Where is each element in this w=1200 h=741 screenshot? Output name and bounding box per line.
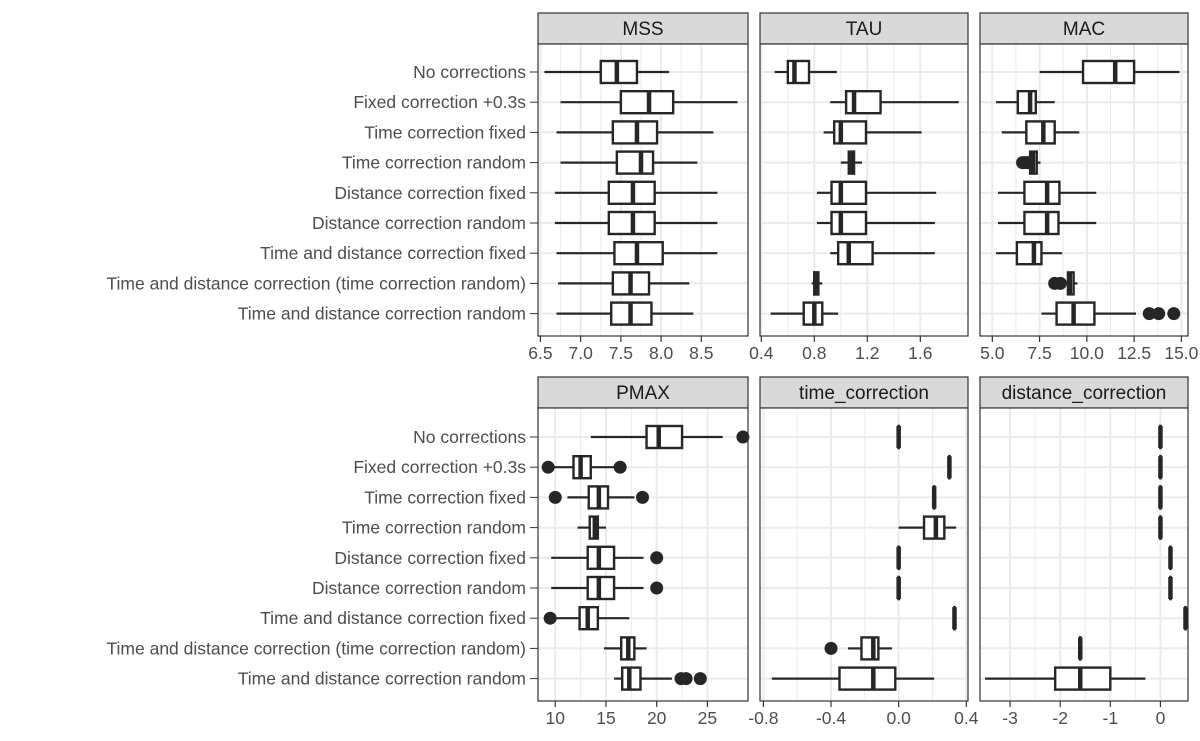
box [836, 240, 874, 266]
box [830, 180, 868, 206]
panel-border [537, 407, 749, 702]
facet-title: PMAX [616, 383, 670, 404]
x-tick-label: -1 [1103, 708, 1119, 728]
facet-title: TAU [846, 19, 883, 40]
outlier-point [613, 460, 627, 474]
box [1016, 89, 1037, 115]
outlier-point [1167, 307, 1181, 321]
category-label: Time and distance correction (time corre… [106, 273, 526, 293]
x-tick-label: 20 [647, 708, 667, 728]
box [1015, 240, 1043, 266]
facet-title: MAC [1063, 19, 1105, 40]
category-label: Time and distance correction (time corre… [106, 638, 526, 658]
category-label: Distance correction random [312, 578, 526, 598]
facet-strip [537, 12, 749, 45]
x-tick-label: 10.0 [1070, 343, 1104, 363]
category-label: Fixed correction +0.3s [353, 457, 526, 477]
outlier-point [1142, 307, 1156, 321]
x-tick-label: 5.0 [980, 343, 1005, 363]
x-tick-label: 1.2 [855, 343, 879, 363]
category-label: Distance correction random [312, 213, 526, 233]
x-tick-label: -0.8 [748, 708, 778, 728]
category-label: Distance correction fixed [334, 548, 526, 568]
x-tick-label: 0 [1156, 708, 1166, 728]
facet-title: time_correction [799, 383, 929, 404]
box [1081, 59, 1136, 85]
category-label: No corrections [413, 427, 526, 447]
category-label: Time correction random [342, 153, 526, 173]
panel-background [980, 408, 1188, 701]
x-tick-label: -0.4 [816, 708, 846, 728]
x-tick-label: 8.5 [689, 343, 713, 363]
panel-border [979, 43, 1189, 337]
x-tick-label: 25 [698, 708, 717, 728]
facet-strip [979, 376, 1189, 409]
outlier-point [635, 490, 649, 504]
x-tick-label: 0.4 [749, 343, 774, 363]
outlier-point [679, 672, 693, 686]
category-label: Time and distance correction fixed [260, 243, 526, 263]
outlier-point [1152, 307, 1166, 321]
outlier-point [1021, 156, 1035, 170]
panel-border [979, 407, 1189, 702]
box [838, 666, 897, 691]
x-tick-label: 0.4 [954, 708, 979, 728]
x-tick-label: 15.0 [1164, 343, 1198, 363]
category-label: Time correction fixed [364, 487, 526, 507]
outlier-point [693, 672, 707, 686]
box [830, 210, 868, 236]
x-tick-label: 0.0 [887, 708, 912, 728]
x-tick-label: 10 [546, 708, 566, 728]
facet-title: distance_correction [1002, 383, 1167, 404]
facet-strip [759, 12, 969, 45]
panel-background [538, 408, 748, 701]
box [860, 636, 880, 661]
outlier-point [541, 460, 555, 474]
x-tick-label: 0.8 [802, 343, 826, 363]
x-tick-label: 1.6 [908, 343, 932, 363]
box [1025, 120, 1056, 145]
panel-border [537, 43, 749, 337]
box [1023, 180, 1061, 206]
x-tick-label: 8.0 [649, 343, 674, 363]
x-tick-label: -3 [1002, 708, 1018, 728]
category-label: Time and distance correction random [238, 304, 526, 324]
box [844, 89, 882, 115]
facet-strip [759, 376, 969, 409]
outlier-point [736, 430, 750, 444]
outlier-point [543, 611, 557, 625]
outlier-point [650, 581, 664, 595]
category-label: Time and distance correction random [238, 669, 526, 689]
panel-border [759, 43, 969, 337]
panel-background [980, 44, 1188, 336]
outlier-point [824, 641, 838, 655]
x-tick-label: 7.5 [609, 343, 633, 363]
x-tick-label: 15 [596, 708, 615, 728]
panel-border [759, 407, 969, 702]
category-label: No corrections [413, 62, 526, 82]
x-tick-label: 12.5 [1117, 343, 1151, 363]
box [1023, 210, 1060, 236]
outlier-point [548, 490, 562, 504]
x-tick-label: 7.5 [1027, 343, 1051, 363]
category-label: Time and distance correction fixed [260, 608, 526, 628]
box [1053, 666, 1112, 691]
outlier-point [650, 551, 664, 565]
x-tick-label: 7.0 [568, 343, 593, 363]
category-label: Time correction random [342, 518, 526, 538]
box [645, 424, 684, 450]
category-label: Time correction fixed [364, 122, 526, 142]
facet-title: MSS [622, 19, 663, 40]
x-tick-label: -2 [1052, 708, 1068, 728]
facet-strip [537, 376, 749, 409]
category-label: Distance correction fixed [334, 183, 526, 203]
box [786, 59, 811, 85]
category-label: Fixed correction +0.3s [353, 92, 526, 112]
facet-strip [979, 12, 1189, 45]
box [615, 150, 655, 175]
outlier-point [1053, 276, 1067, 290]
x-tick-label: 6.5 [528, 343, 552, 363]
